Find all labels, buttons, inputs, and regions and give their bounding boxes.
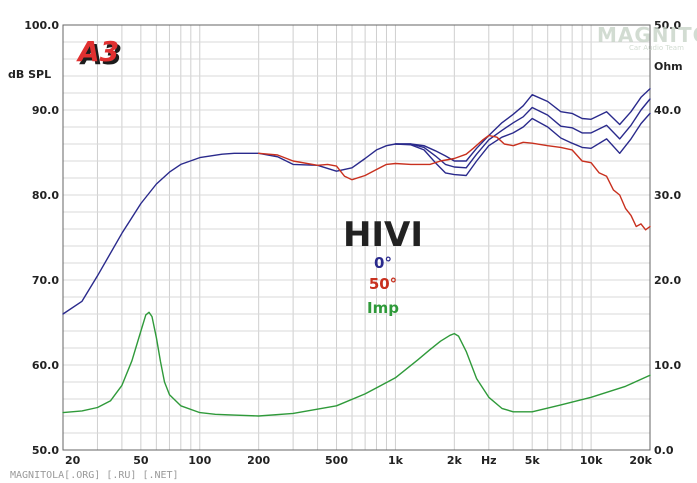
a3-logo-text: A3 [76, 35, 119, 68]
plot-frame [62, 24, 651, 451]
x-tick-label: 50 [133, 454, 149, 467]
legend-item-50deg: 50° [369, 275, 397, 293]
legend: HIVI 0° 50° Imp [343, 215, 423, 317]
series-line-1 [394, 98, 651, 169]
y-left-tick-label: 70.0 [32, 274, 59, 287]
a3-logo-shadow: A3 [79, 38, 122, 71]
legend-item-0deg: 0° [374, 254, 392, 272]
x-tick-label: 2k [447, 454, 463, 467]
y-left-tick-label: 60.0 [32, 359, 59, 372]
x-tick-label: 5k [525, 454, 541, 467]
x-tick-label: 20k [629, 454, 652, 467]
a3-logo: A3 A3 [76, 35, 122, 71]
x-tick-label: 10k [580, 454, 603, 467]
y-right-tick-label: 50.0 [654, 19, 681, 32]
x-tick-label: 200 [247, 454, 270, 467]
brand-name: MAGNITOLA [597, 23, 697, 47]
brand-logo: MAGNITOLA Car Audio Team [597, 23, 697, 52]
series-line-3 [258, 134, 651, 231]
legend-title: HIVI [343, 215, 423, 255]
y-left-tick-label: 80.0 [32, 189, 59, 202]
y-left-tick-label: 50.0 [32, 444, 59, 457]
y-left-tick-label: 90.0 [32, 104, 59, 117]
y-right-tick-label: 20.0 [654, 274, 681, 287]
x-tick-label: 500 [325, 454, 348, 467]
y-right-axis-label: Ohm [654, 60, 683, 73]
y-right-tick-label: 0.0 [654, 444, 674, 457]
chart-series [62, 88, 651, 417]
y-right-tick-label: 10.0 [654, 359, 681, 372]
x-tick-label: 20 [65, 454, 81, 467]
brand-sub: Car Audio Team [629, 44, 684, 52]
series-line-4 [62, 311, 651, 417]
x-tick-label: 100 [188, 454, 211, 467]
series-line-2 [394, 112, 651, 177]
footer-watermark: MAGNITOLA[.ORG] [.RU] [.NET] [10, 470, 179, 481]
chart-ticks: 50.0 60.0 70.0 80.0 90.0 100.0 0.0 10.0 20.0 30.0… [24, 19, 681, 467]
y-left-tick-label: 100.0 [24, 19, 59, 32]
x-unit-label: Hz [481, 454, 497, 467]
y-right-tick-label: 40.0 [654, 104, 681, 117]
y-left-axis-label: dB SPL [8, 68, 51, 81]
x-tick-label: 1k [388, 454, 404, 467]
chart-grid [62, 24, 651, 451]
y-right-tick-label: 30.0 [654, 189, 681, 202]
legend-item-imp: Imp [367, 299, 399, 317]
